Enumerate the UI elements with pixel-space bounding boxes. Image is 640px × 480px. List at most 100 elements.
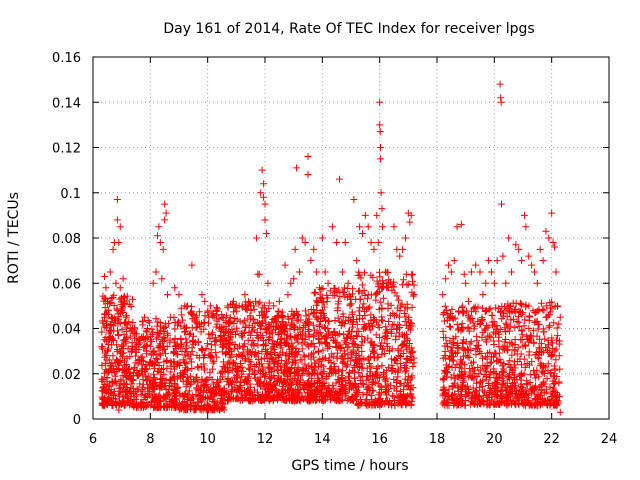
data-point xyxy=(99,343,107,351)
data-point xyxy=(187,358,195,366)
data-point xyxy=(378,205,386,213)
data-point xyxy=(307,305,315,313)
data-point xyxy=(108,401,116,409)
data-point xyxy=(182,383,190,391)
data-point xyxy=(102,399,110,407)
data-point xyxy=(232,365,240,373)
data-point xyxy=(291,334,299,342)
data-point xyxy=(156,319,164,327)
data-point xyxy=(148,325,156,333)
data-point xyxy=(371,401,379,409)
data-point xyxy=(98,317,106,325)
data-point xyxy=(355,351,363,359)
data-point xyxy=(335,286,343,294)
data-point xyxy=(485,257,493,265)
data-point xyxy=(286,384,294,392)
data-point xyxy=(313,268,321,276)
data-point xyxy=(153,356,161,364)
data-point xyxy=(118,388,126,396)
data-point xyxy=(112,379,120,387)
data-point xyxy=(403,355,411,363)
data-point xyxy=(402,358,410,366)
data-point xyxy=(380,294,388,302)
data-point xyxy=(239,329,247,337)
data-point xyxy=(124,398,132,406)
data-point xyxy=(221,368,229,376)
data-point xyxy=(279,382,287,390)
data-point xyxy=(341,392,349,400)
data-point xyxy=(146,362,154,370)
data-point xyxy=(350,394,358,402)
data-point xyxy=(323,372,331,380)
data-point xyxy=(332,331,340,339)
data-point xyxy=(147,351,155,359)
data-point xyxy=(317,393,325,401)
data-point xyxy=(367,353,375,361)
data-point xyxy=(472,261,480,269)
data-point xyxy=(254,349,262,357)
data-point xyxy=(330,336,338,344)
data-point xyxy=(139,365,147,373)
data-point xyxy=(325,369,333,377)
data-point xyxy=(294,363,302,371)
x-tick-label: 16 xyxy=(371,432,388,447)
data-point xyxy=(295,390,303,398)
data-point xyxy=(164,291,172,299)
data-point xyxy=(114,320,122,328)
data-point xyxy=(169,373,177,381)
data-point xyxy=(139,321,147,329)
data-point xyxy=(395,366,403,374)
data-point xyxy=(404,324,412,332)
data-point xyxy=(160,371,168,379)
data-point xyxy=(555,320,563,328)
data-point xyxy=(388,321,396,329)
data-point xyxy=(274,330,282,338)
data-point xyxy=(470,325,478,333)
data-point xyxy=(301,353,309,361)
data-point xyxy=(116,284,124,292)
data-point xyxy=(284,291,292,299)
data-point xyxy=(188,365,196,373)
data-point xyxy=(123,354,131,362)
data-point xyxy=(103,356,111,364)
data-point xyxy=(380,369,388,377)
data-point xyxy=(374,282,382,290)
data-point xyxy=(162,322,170,330)
data-point xyxy=(213,353,221,361)
data-point xyxy=(208,312,216,320)
data-point xyxy=(296,356,304,364)
data-point xyxy=(132,359,140,367)
data-point xyxy=(320,380,328,388)
data-point xyxy=(155,397,163,405)
data-point xyxy=(293,316,301,324)
data-point xyxy=(374,363,382,371)
data-point xyxy=(222,350,230,358)
data-point xyxy=(387,301,395,309)
data-point xyxy=(359,364,367,372)
data-point xyxy=(149,350,157,358)
data-point xyxy=(172,403,180,411)
data-point xyxy=(331,289,339,297)
data-point xyxy=(315,339,323,347)
data-point xyxy=(116,295,124,303)
y-tick-label: 0.16 xyxy=(52,51,81,66)
data-point xyxy=(244,315,252,323)
data-point xyxy=(270,322,278,330)
data-point xyxy=(401,361,409,369)
data-point xyxy=(542,227,550,235)
data-point xyxy=(140,357,148,365)
data-point xyxy=(354,383,362,391)
data-point xyxy=(190,376,198,384)
data-point xyxy=(168,398,176,406)
data-point xyxy=(401,318,409,326)
data-point xyxy=(320,355,328,363)
data-point xyxy=(333,354,341,362)
data-point xyxy=(339,358,347,366)
data-point xyxy=(310,331,318,339)
data-point xyxy=(289,314,297,322)
data-point xyxy=(110,392,118,400)
data-point xyxy=(447,323,455,331)
data-point xyxy=(511,323,519,331)
data-point xyxy=(313,379,321,387)
data-point xyxy=(334,314,342,322)
